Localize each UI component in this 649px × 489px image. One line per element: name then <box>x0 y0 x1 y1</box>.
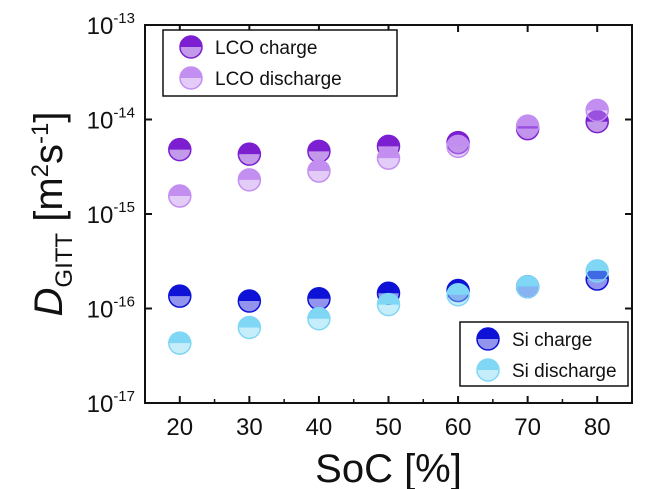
y-axis-title: DGITT [m2s-1] <box>27 112 78 317</box>
point-si-discharge <box>585 259 609 283</box>
point-si-charge <box>237 289 262 313</box>
point-si-charge <box>168 284 192 308</box>
y-tick-label: 10-16 <box>87 294 135 324</box>
plot-axes: 20 30 40 50 60 70 80 10-17 10-16 10-15 10-14 10-13 <box>87 10 633 441</box>
point-lco-discharge <box>237 168 262 192</box>
legend-marker-lco-discharge <box>179 66 203 90</box>
x-tick-label: 70 <box>514 414 541 441</box>
x-tick-label: 80 <box>584 414 611 441</box>
legend-label: Si charge <box>512 330 592 351</box>
y-tick-label: 10-13 <box>87 10 135 40</box>
data-marks <box>168 98 609 355</box>
y-tick-label: 10-15 <box>87 199 135 229</box>
legend-box <box>162 29 398 97</box>
legend-label: LCO charge <box>215 38 317 59</box>
point-lco-discharge <box>515 114 540 138</box>
point-si-discharge <box>515 274 540 299</box>
x-tick-label: 50 <box>375 414 402 441</box>
legend-label: LCO discharge <box>215 69 342 90</box>
point-si-discharge <box>168 331 192 355</box>
point-si-discharge <box>237 315 262 340</box>
point-si-charge <box>307 286 331 311</box>
x-axis-title: SoC [%] <box>315 447 462 489</box>
point-si-discharge <box>376 292 401 317</box>
point-lco-discharge <box>376 146 401 170</box>
x-tick-label: 40 <box>306 414 333 441</box>
point-lco-charge <box>168 137 192 162</box>
point-si-discharge <box>307 306 331 331</box>
x-tick-label: 60 <box>445 414 472 441</box>
legend-label: Si discharge <box>512 361 617 382</box>
point-lco-discharge <box>446 134 470 159</box>
point-lco-charge <box>237 142 262 166</box>
point-si-discharge <box>446 282 470 307</box>
y-tick-label: 10-17 <box>87 388 135 418</box>
point-lco-discharge <box>168 184 192 208</box>
y-tick-label: 10-14 <box>87 105 135 135</box>
x-tick-label: 20 <box>166 414 193 441</box>
legend-marker-si-charge <box>476 327 500 351</box>
point-lco-discharge <box>307 159 331 183</box>
x-tick-label: 30 <box>236 414 263 441</box>
point-lco-discharge <box>585 98 609 123</box>
point-lco-charge <box>307 139 331 164</box>
legend-marker-lco-charge <box>179 35 203 59</box>
legend-marker-si-discharge <box>476 358 500 382</box>
axis-titles: SoC [%] DGITT [m2s-1] <box>27 112 462 489</box>
legends: LCO charge LCO discharge Si charge Si disch… <box>162 29 629 387</box>
